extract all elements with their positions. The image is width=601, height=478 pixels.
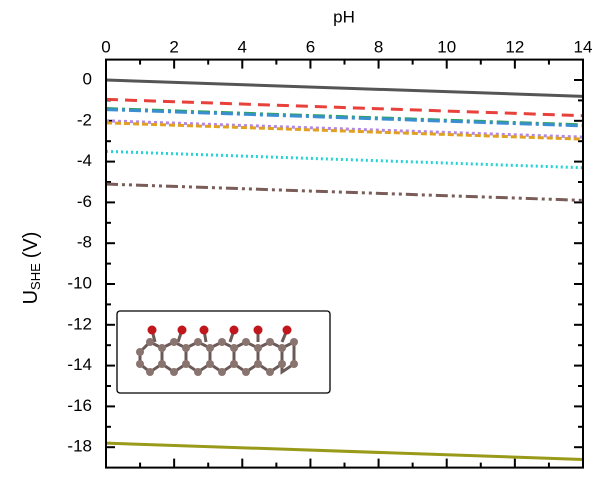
x-axis-label: pH [333,7,355,26]
y-label-main: U [20,290,42,304]
series-line [106,80,583,96]
x-tick-label: 12 [505,37,524,56]
x-tick-label: 6 [306,37,315,56]
y-tick-label: -16 [67,396,92,415]
series-line [106,121,583,137]
y-axis-label: USHE (V) [20,232,43,305]
y-tick-label: -6 [77,192,92,211]
y-tick-label: -4 [77,151,92,170]
plot-frame [106,60,583,468]
y-label-unit: (V) [20,232,42,259]
y-label-sub: SHE [28,263,43,290]
y-tick-label: -18 [67,437,92,456]
x-tick-label: 2 [169,37,178,56]
x-tick-label: 0 [101,37,110,56]
chart: pH USHE(V) 024681012140- [0,0,601,478]
series-line [106,123,583,139]
y-tick-label: 0 [83,69,92,88]
y-tick-label: -2 [77,110,92,129]
x-tick-label: 10 [437,37,456,56]
x-tick-label: 8 [374,37,383,56]
inset [117,311,330,393]
series-line [106,184,583,200]
inset-frame [117,311,330,393]
y-tick-label: -14 [67,355,92,374]
y-tick-label: -8 [77,233,92,252]
x-tick-label: 14 [574,37,593,56]
y-tick-label: -12 [67,314,92,333]
y-tick-label: -10 [67,273,92,292]
series-line [106,151,583,167]
series-line [106,443,583,459]
x-tick-label: 4 [238,37,247,56]
